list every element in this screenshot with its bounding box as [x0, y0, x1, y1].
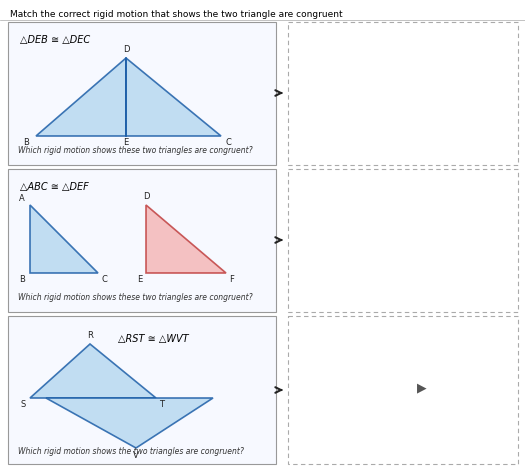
Polygon shape [146, 205, 226, 273]
Text: E: E [136, 275, 142, 284]
Polygon shape [8, 22, 276, 165]
Text: C: C [225, 138, 231, 147]
Polygon shape [126, 58, 221, 136]
Text: Match the correct rigid motion that shows the two triangle are congruent: Match the correct rigid motion that show… [10, 10, 343, 19]
Text: Which rigid motion shows the two triangles are congruent?: Which rigid motion shows the two triangl… [18, 447, 244, 456]
Text: T: T [159, 400, 164, 409]
Text: △ABC ≅ △DEF: △ABC ≅ △DEF [20, 182, 89, 192]
Polygon shape [36, 58, 126, 136]
Text: D: D [123, 45, 129, 54]
Text: Which rigid motion shows these two triangles are congruent?: Which rigid motion shows these two trian… [18, 293, 253, 302]
Text: A: A [19, 194, 25, 203]
Text: △DEB ≅ △DEC: △DEB ≅ △DEC [20, 35, 90, 45]
Text: B: B [23, 138, 29, 147]
Text: R: R [87, 331, 93, 340]
Text: B: B [19, 275, 25, 284]
Text: E: E [123, 138, 129, 147]
Polygon shape [30, 344, 156, 398]
Text: C: C [101, 275, 107, 284]
Text: Which rigid motion shows these two triangles are congruent?: Which rigid motion shows these two trian… [18, 146, 253, 155]
Text: ▶: ▶ [417, 382, 427, 395]
Polygon shape [8, 169, 276, 312]
Text: D: D [143, 192, 149, 201]
Text: S: S [21, 400, 26, 409]
Polygon shape [30, 205, 98, 273]
Text: △RST ≅ △WVT: △RST ≅ △WVT [118, 334, 188, 344]
Polygon shape [46, 398, 213, 448]
Text: F: F [229, 275, 234, 284]
Text: V: V [133, 451, 139, 460]
Polygon shape [8, 316, 276, 464]
